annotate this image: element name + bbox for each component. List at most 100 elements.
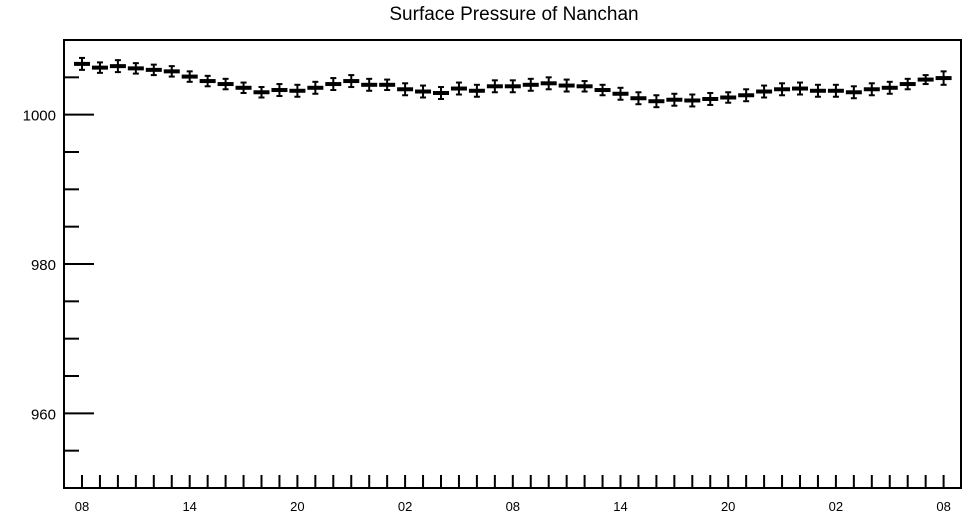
data-marker <box>271 88 288 93</box>
data-point <box>361 77 378 92</box>
x-tick-label: 14 <box>613 499 627 514</box>
x-tick-label: 20 <box>290 499 304 514</box>
data-point <box>774 82 791 97</box>
data-point <box>720 91 737 104</box>
data-point <box>576 80 593 93</box>
data-marker <box>181 74 198 79</box>
data-marker <box>720 95 737 100</box>
data-point <box>433 86 449 100</box>
data-marker <box>217 82 234 87</box>
data-marker <box>738 93 755 98</box>
data-marker <box>558 83 575 88</box>
data-marker <box>235 85 252 90</box>
data-point <box>935 70 952 86</box>
data-point <box>145 63 162 77</box>
x-tick-label: 08 <box>936 499 950 514</box>
data-point <box>702 92 719 106</box>
data-marker <box>145 67 162 72</box>
data-point <box>738 88 755 103</box>
data-marker <box>756 89 773 94</box>
data-marker <box>109 64 126 69</box>
data-point <box>235 81 252 95</box>
data-marker <box>415 89 432 94</box>
data-marker <box>343 79 360 84</box>
data-marker <box>935 76 952 81</box>
data-marker <box>917 77 934 82</box>
data-point <box>540 76 557 91</box>
data-point <box>845 85 862 100</box>
data-point <box>881 80 898 95</box>
data-marker <box>325 82 342 87</box>
x-tick-label: 20 <box>721 499 735 514</box>
data-marker <box>774 87 791 92</box>
data-marker <box>594 88 611 93</box>
x-tick-label: 02 <box>398 499 412 514</box>
x-tick-label: 08 <box>75 499 89 514</box>
data-marker <box>468 88 485 93</box>
data-marker <box>809 88 826 93</box>
data-point <box>792 81 808 96</box>
data-marker <box>648 99 665 104</box>
data-marker <box>74 61 90 66</box>
data-marker <box>163 69 180 74</box>
data-point <box>684 93 701 108</box>
data-point <box>917 74 934 86</box>
data-point <box>91 61 108 74</box>
x-tick-label: 08 <box>506 499 520 514</box>
data-point <box>289 83 306 98</box>
data-marker <box>684 98 701 103</box>
data-marker <box>253 90 270 95</box>
data-point <box>127 62 144 75</box>
y-tick-label: 980 <box>31 257 56 274</box>
data-marker <box>433 91 449 96</box>
data-point <box>522 77 539 92</box>
data-marker <box>91 65 108 70</box>
data-marker <box>307 85 324 90</box>
data-marker <box>702 96 719 101</box>
data-marker <box>504 84 521 89</box>
data-marker <box>127 66 144 71</box>
data-point <box>468 83 485 98</box>
x-tick-label: 14 <box>182 499 196 514</box>
data-point <box>379 78 396 92</box>
y-tick-label: 960 <box>31 406 56 423</box>
data-marker <box>666 97 683 102</box>
data-point <box>827 83 844 98</box>
data-marker <box>450 86 467 91</box>
y-tick-label: 1000 <box>23 108 56 125</box>
y-axis: 960 980 1000 <box>23 39 94 452</box>
data-marker <box>199 79 216 84</box>
data-marker <box>899 82 916 87</box>
data-marker <box>612 91 629 96</box>
data-marker <box>630 96 647 101</box>
data-point <box>325 77 342 92</box>
data-marker <box>576 84 593 89</box>
data-point <box>74 56 90 71</box>
data-point <box>756 84 773 99</box>
data-point <box>504 79 521 94</box>
data-point <box>253 86 270 99</box>
data-marker <box>486 84 503 89</box>
data-point <box>612 86 629 101</box>
data-marker <box>863 87 880 92</box>
data-marker <box>792 86 808 91</box>
data-marker <box>397 87 414 92</box>
data-point <box>343 74 360 89</box>
data-point <box>415 84 432 99</box>
data-marker <box>827 88 844 93</box>
data-point <box>594 83 611 97</box>
data-marker <box>361 82 378 87</box>
data-point <box>217 77 234 91</box>
data-marker <box>845 90 862 95</box>
x-axis: 08 14 20 02 08 14 20 02 08 <box>75 475 951 514</box>
data-point <box>163 65 180 78</box>
data-point <box>899 77 916 91</box>
data-point <box>558 78 575 93</box>
data-point <box>271 83 288 97</box>
data-point <box>307 80 324 95</box>
chart-title: Surface Pressure of Nanchan <box>389 4 639 25</box>
plot-frame <box>63 39 962 489</box>
data-marker <box>289 88 306 93</box>
data-point <box>809 83 826 98</box>
